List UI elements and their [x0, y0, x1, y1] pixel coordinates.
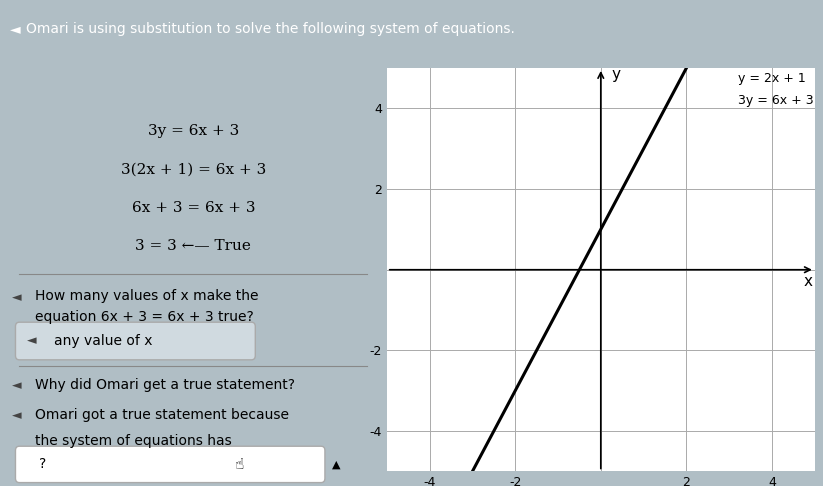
Text: y = 2x + 1: y = 2x + 1: [737, 72, 806, 85]
Text: 3(2x + 1) = 6x + 3: 3(2x + 1) = 6x + 3: [121, 162, 266, 176]
Text: 3y = 6x + 3: 3y = 6x + 3: [148, 124, 239, 138]
Text: ☝: ☝: [235, 457, 244, 472]
Text: ◄: ◄: [12, 379, 21, 392]
Text: ◄: ◄: [27, 334, 37, 347]
Text: any value of x: any value of x: [54, 334, 152, 348]
Text: ▲: ▲: [332, 459, 341, 469]
FancyBboxPatch shape: [16, 322, 255, 360]
Text: ◄: ◄: [12, 291, 21, 304]
Text: equation 6x + 3 = 6x + 3 true?: equation 6x + 3 = 6x + 3 true?: [35, 310, 253, 324]
Text: Omari got a true statement because: Omari got a true statement because: [35, 408, 289, 422]
Text: ?: ?: [39, 457, 46, 471]
Text: ◄: ◄: [12, 409, 21, 422]
Text: 3y = 6x + 3: 3y = 6x + 3: [737, 94, 813, 107]
Text: 6x + 3 = 6x + 3: 6x + 3 = 6x + 3: [132, 201, 255, 215]
Text: the system of equations has: the system of equations has: [35, 434, 231, 448]
Text: x: x: [804, 274, 813, 289]
FancyBboxPatch shape: [16, 446, 325, 483]
Text: 3 = 3 ←— True: 3 = 3 ←— True: [136, 240, 251, 254]
Text: ◄: ◄: [10, 22, 21, 36]
Text: Why did Omari get a true statement?: Why did Omari get a true statement?: [35, 379, 295, 393]
Text: Omari is using substitution to solve the following system of equations.: Omari is using substitution to solve the…: [26, 22, 515, 36]
Text: y: y: [611, 67, 621, 82]
Text: How many values of x make the: How many values of x make the: [35, 289, 258, 303]
